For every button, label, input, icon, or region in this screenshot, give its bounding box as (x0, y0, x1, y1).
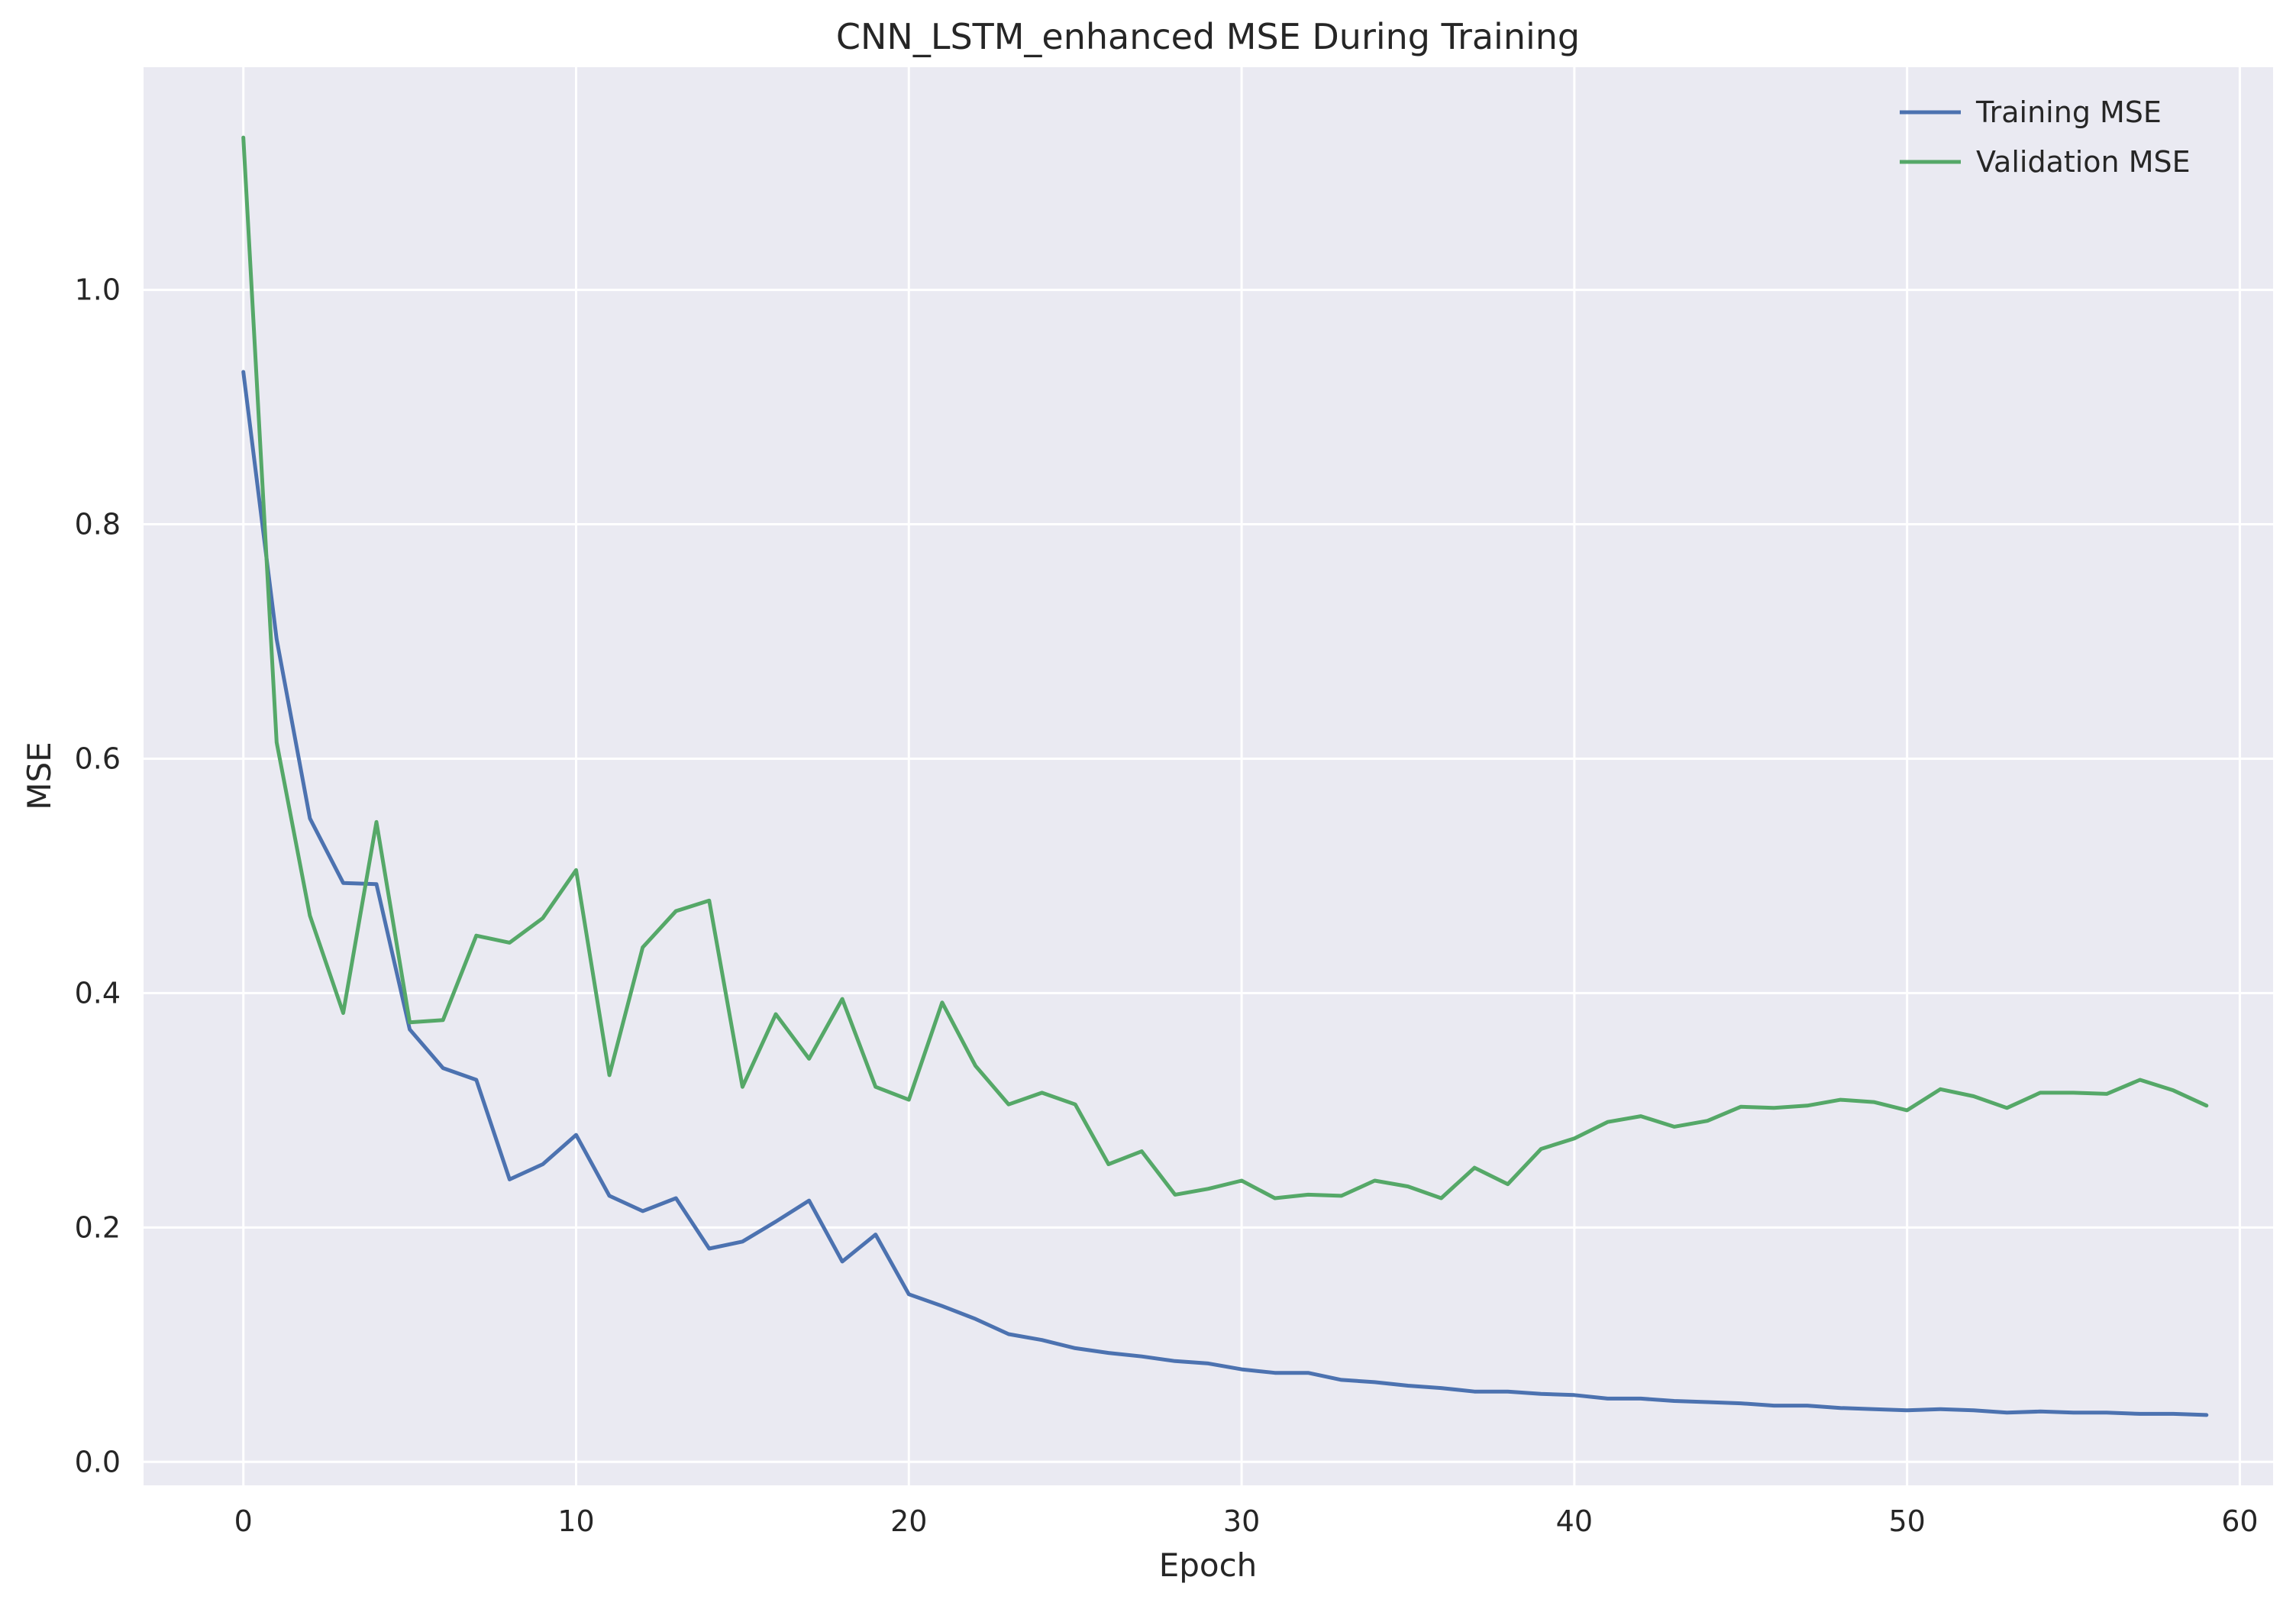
series-lines (241, 135, 2209, 1417)
x-tick-labels: 0 10 20 30 40 50 60 (234, 1504, 2259, 1538)
y-tick-label: 0.2 (75, 1210, 121, 1244)
grid-lines (144, 67, 2273, 1485)
x-axis-label: Epoch (1159, 1546, 1258, 1584)
y-axis-label: MSE (21, 742, 58, 809)
y-tick-label: 0.8 (75, 508, 121, 541)
y-tick-label: 0.6 (75, 742, 121, 775)
x-tick-label: 50 (1888, 1504, 1925, 1538)
x-tick-label: 40 (1556, 1504, 1593, 1538)
x-tick-label: 0 (234, 1504, 253, 1538)
series-line-1 (241, 135, 2209, 1200)
y-tick-label: 0.4 (75, 976, 121, 1010)
legend: Training MSE Validation MSE (1900, 95, 2191, 179)
legend-label: Training MSE (1975, 95, 2162, 129)
x-tick-label: 20 (890, 1504, 927, 1538)
legend-label: Validation MSE (1976, 145, 2191, 179)
chart-title: CNN_LSTM_enhanced MSE During Training (836, 16, 1580, 57)
plot-area (144, 67, 2273, 1485)
x-tick-label: 10 (557, 1504, 594, 1538)
y-tick-label: 0.0 (75, 1445, 121, 1478)
x-tick-label: 60 (2221, 1504, 2258, 1538)
y-tick-labels: 0.0 0.2 0.4 0.6 0.8 1.0 (75, 273, 121, 1479)
x-tick-label: 30 (1223, 1504, 1260, 1538)
series-line-0 (241, 370, 2209, 1417)
y-tick-label: 1.0 (75, 273, 121, 307)
